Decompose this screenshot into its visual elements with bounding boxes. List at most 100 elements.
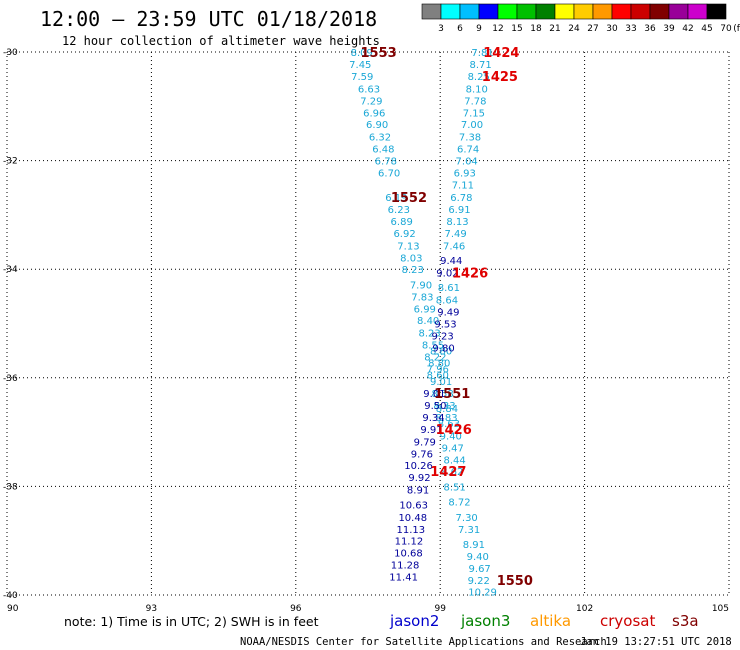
wave-height-label: 7.59 [351, 72, 373, 83]
wave-height-label: 8.63 [438, 419, 460, 430]
wave-height-label: 7.29 [360, 96, 382, 107]
color-scale-swatch [687, 3, 708, 20]
wave-height-label: 7.13 [397, 241, 419, 252]
wave-height-label: 10.68 [394, 549, 423, 560]
y-tick-label: -36 [3, 374, 18, 384]
wave-height-label: 9.50 [424, 401, 446, 412]
color-scale-label: 70 [720, 24, 732, 34]
data-points: 8.097.457.596.637.296.966.906.326.486.78… [349, 48, 497, 599]
color-scale-label: 21 [549, 24, 560, 34]
color-scale-swatch [706, 3, 727, 20]
wave-height-label: 11.41 [389, 573, 418, 584]
pass-number-label: 1552 [391, 191, 427, 206]
note-text: note: 1) Time is in UTC; 2) SWH is in fe… [64, 614, 319, 629]
wave-height-label: 8.62 [441, 467, 463, 478]
wave-height-label: 9.40 [440, 431, 462, 442]
wave-height-label: 9.91 [420, 425, 442, 436]
color-scale-label: 24 [568, 24, 580, 34]
x-tick-label: 102 [576, 604, 593, 614]
wave-height-label: 6.91 [448, 205, 470, 216]
wave-height-label: 6.99 [414, 304, 436, 315]
color-scale-swatch [630, 3, 651, 20]
wave-height-label: 10.26 [404, 461, 433, 472]
wave-height-label: 8.25 [468, 72, 490, 83]
pass-number-label: 1425 [482, 70, 518, 85]
color-scale-swatch [459, 3, 480, 20]
color-scale-swatch [611, 3, 632, 20]
wave-height-label: 8.83 [435, 413, 457, 424]
grid-lines [6, 51, 730, 596]
wave-height-label: 10.29 [468, 588, 497, 599]
wave-height-label: 11.12 [395, 537, 424, 548]
wave-height-label: 11.28 [391, 561, 420, 572]
wave-height-label: 7.96 [427, 365, 449, 376]
color-scale-swatch [649, 3, 670, 20]
wave-height-label: 7.38 [459, 133, 481, 144]
color-scale-swatch [554, 3, 575, 20]
wave-height-label: 9.02 [436, 268, 458, 279]
wave-height-label: 9.01 [430, 377, 452, 388]
wave-height-label: 6.96 [363, 108, 385, 119]
wave-height-label: 8.80 [430, 347, 452, 358]
wave-height-label: 6.19 [385, 193, 407, 204]
color-scale-swatch [668, 3, 689, 20]
wave-height-label: 9.67 [469, 564, 491, 575]
footer-timestamp: Jan 19 13:27:51 UTC 2018 [580, 636, 732, 648]
wave-height-label: 6.32 [369, 133, 391, 144]
wave-height-label: 9.34 [422, 413, 444, 424]
wave-height-label: 9.76 [411, 449, 433, 460]
wave-height-label: 9.23 [431, 331, 453, 342]
wave-height-label: 10.63 [399, 500, 428, 511]
legend-item-s3a: s3a [672, 612, 699, 630]
wave-height-label: 8.10 [466, 84, 488, 95]
wave-height-label: 8.60 [427, 371, 449, 382]
y-tick-label: -38 [3, 482, 18, 492]
wave-height-label: 9.79 [414, 437, 436, 448]
color-scale-swatch [516, 3, 537, 20]
wave-height-label: 6.23 [388, 205, 410, 216]
color-scale-swatch [478, 3, 499, 20]
color-scale-label: 18 [530, 24, 542, 34]
wave-height-label: 9.80 [432, 343, 454, 354]
wave-height-label: 8.33 [433, 401, 455, 412]
wave-height-label: 6.70 [378, 169, 400, 180]
wave-height-label: 9.49 [437, 308, 459, 319]
y-axis-ticks: -30 -32 -34 -36 -38 -40 [3, 48, 18, 601]
wave-height-label: 7.11 [452, 180, 474, 191]
footer-credit: NOAA/NESDIS Center for Satellite Applica… [240, 636, 607, 648]
wave-height-label: 7.83 [411, 292, 433, 303]
wave-height-label: 8.61 [438, 283, 460, 294]
pass-number-label: 1426 [436, 423, 472, 438]
wave-height-label: 10.48 [398, 513, 427, 524]
wave-height-label: 9.47 [442, 443, 464, 454]
wave-height-label: 7.30 [456, 513, 478, 524]
y-tick-label: -34 [3, 265, 18, 275]
wave-height-label: 6.89 [391, 217, 413, 228]
x-tick-label: 105 [712, 604, 729, 614]
legend-item-altika: altika [530, 612, 571, 630]
chart-title: 12:00 – 23:59 UTC 01/18/2018 [40, 7, 377, 31]
wave-height-label: 7.90 [410, 280, 432, 291]
wave-height-label: 9.22 [468, 576, 490, 587]
wave-height-label: 8.55 [422, 341, 444, 352]
pass-number-label: 1424 [483, 46, 519, 61]
wave-height-label: 6.92 [393, 229, 415, 240]
wave-height-label: 6.78 [450, 193, 472, 204]
wave-height-label: 9.40 [467, 552, 489, 563]
wave-height-label: 8.71 [469, 60, 491, 71]
wave-height-label: 6.63 [358, 84, 380, 95]
wave-height-label: 9.53 [434, 320, 456, 331]
wave-height-label: 9.92 [408, 473, 430, 484]
wave-height-label: 7.81 [471, 48, 493, 59]
wave-height-label: 7.46 [443, 241, 465, 252]
wave-height-label: 8.22 [424, 353, 446, 364]
wave-height-label: 8.91 [463, 540, 485, 551]
pass-number-label: 1427 [430, 465, 466, 480]
pass-number-label: 1550 [497, 574, 533, 589]
satellite-legend: jason2 jason3 altika cryosat s3a [389, 612, 699, 630]
y-tick-label: -30 [3, 48, 18, 58]
wave-height-label: 7.15 [463, 108, 485, 119]
y-tick-label: -32 [3, 157, 18, 167]
